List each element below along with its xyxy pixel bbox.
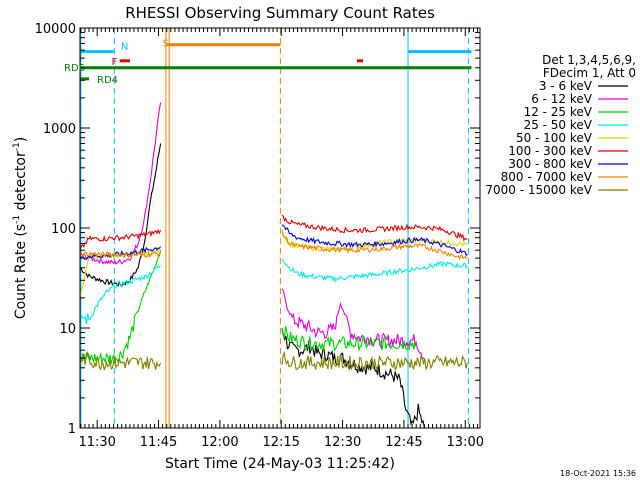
x-tick-label: 13:00 (447, 435, 484, 450)
chart-title: RHESSI Observing Summary Count Rates (125, 4, 435, 22)
legend-label-2: 12 - 25 keV (524, 105, 593, 119)
series-line-8-1 (281, 351, 468, 372)
legend-label-3: 25 - 50 keV (524, 118, 593, 132)
series-line-3-1 (281, 258, 468, 283)
x-tick-label: 12:00 (201, 435, 238, 450)
x-axis-label: Start Time (24-May-03 11:25:42) (165, 456, 395, 472)
x-tick-label: 12:45 (385, 435, 422, 450)
series-line-0-1 (281, 328, 425, 429)
flag-label-f: F (111, 57, 117, 68)
flag-label-n: N (121, 42, 128, 53)
x-tick-label: 12:30 (324, 435, 361, 450)
legend: Det 1,3,4,5,6,9, FDecim 1, Att 0 3 - 6 k… (485, 53, 636, 197)
legend-label-1: 6 - 12 keV (531, 92, 593, 106)
series-line-8-0 (79, 351, 162, 372)
series-line-6-1 (281, 224, 468, 257)
flag-label-rd6: RD6 (64, 63, 85, 74)
flag-label-rd4: RD4 (97, 75, 118, 86)
x-axis: 11:30 11:45 12:00 12:15 12:30 12:45 13:00 (78, 28, 484, 450)
series-line-5-1 (281, 214, 468, 242)
y-axis-label: Count Rate (s-1 detector-1) (12, 137, 29, 319)
legend-label-6: 300 - 800 keV (508, 157, 592, 171)
legend-header-2: FDecim 1, Att 0 (543, 66, 636, 80)
series-line-1-0 (79, 102, 162, 265)
series-line-2-1 (281, 325, 417, 352)
x-tick-label: 12:15 (262, 435, 299, 450)
series-line-1-1 (281, 288, 425, 360)
y-tick-label: 10000 (35, 22, 76, 37)
series-line-3-0 (79, 265, 162, 325)
series-line-7-0 (79, 250, 161, 259)
y-tick-label: 100 (51, 222, 76, 237)
x-tick-label: 11:45 (140, 435, 177, 450)
x-tick-label: 11:30 (78, 435, 115, 450)
series-line-0-0 (79, 143, 162, 288)
legend-label-4: 50 - 100 keV (516, 131, 593, 145)
y-tick-label: 1 (68, 422, 76, 437)
legend-label-7: 800 - 7000 keV (501, 170, 593, 184)
y-tick-label: 1000 (43, 122, 76, 137)
legend-label-5: 100 - 300 keV (508, 144, 592, 158)
y-tick-label: 10 (59, 322, 76, 337)
legend-label-8: 7000 - 15000 keV (485, 183, 592, 197)
series-line-7-1 (281, 229, 468, 261)
plot-area (79, 28, 472, 429)
flag-label-s: S (163, 39, 169, 50)
legend-label-0: 3 - 6 keV (539, 79, 593, 93)
footer-timestamp: 18-Oct-2021 15:36 (560, 469, 636, 478)
series-line-5-0 (79, 228, 162, 250)
legend-header-1: Det 1,3,4,5,6,9, (542, 53, 636, 67)
series-line-2-0 (79, 250, 162, 365)
y-axis: 1 10 100 1000 10000 (35, 22, 480, 437)
